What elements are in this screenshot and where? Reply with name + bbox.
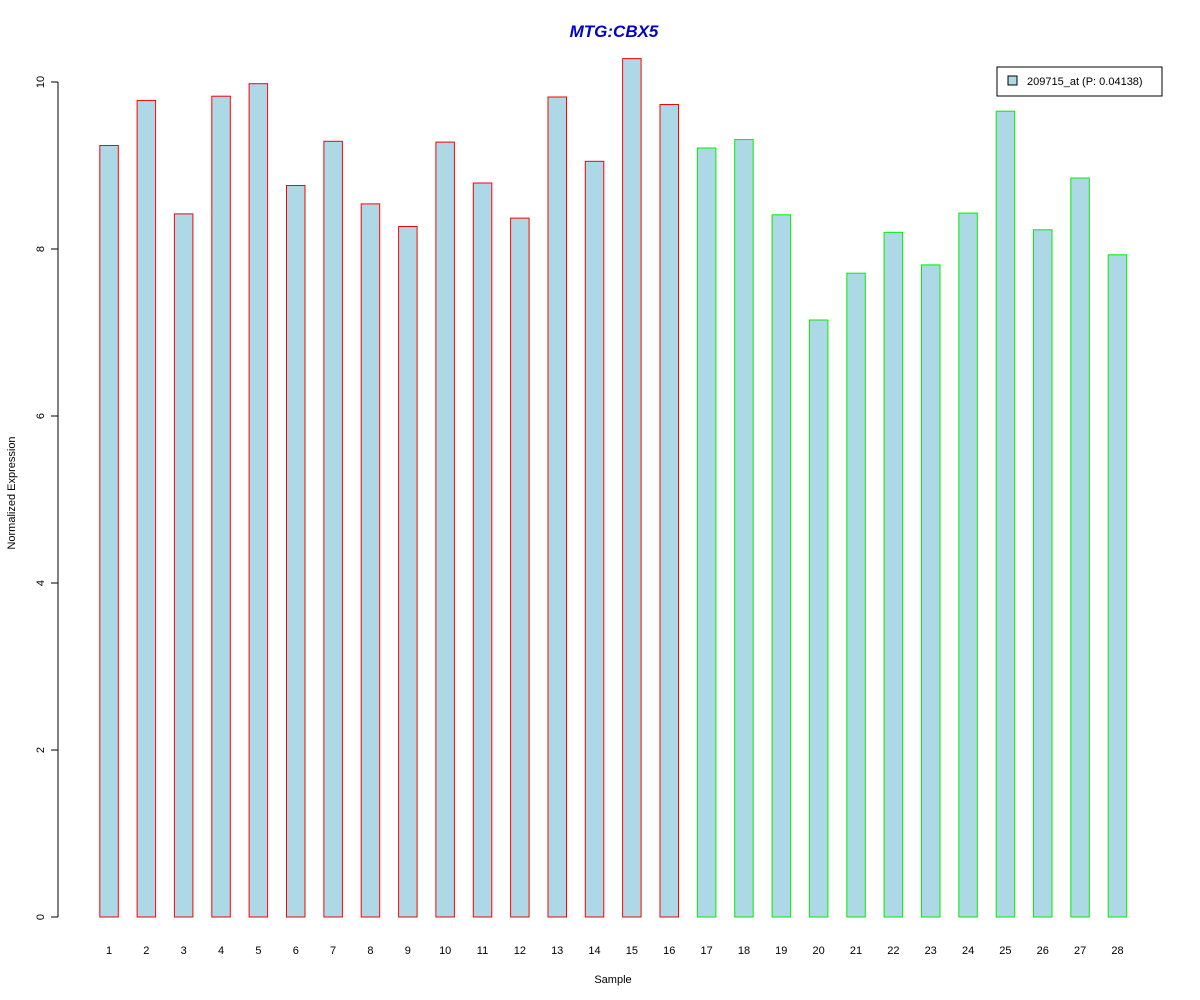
- x-tick-labels: 1 2 3 4 5 6 7 8 9 10 11 12 13 14 15 16 17 18 19 20 21 22 23 24 2…: [106, 945, 1124, 957]
- bar-sample-25: [995, 110, 1016, 918]
- bar-sample-12: [510, 217, 530, 918]
- bar-sample-5: [248, 83, 269, 918]
- x-tick-label: 7: [330, 945, 336, 957]
- x-tick-label: 4: [218, 945, 224, 957]
- x-tick-label: 1: [106, 945, 112, 957]
- bar-sample-22: [883, 231, 904, 918]
- bar-sample-10: [435, 141, 455, 918]
- y-tick-label: 2: [35, 747, 47, 753]
- bar-sample-11: [472, 182, 493, 918]
- legend-box: [996, 66, 1163, 97]
- y-axis-label: Normalized Expression: [6, 436, 18, 549]
- x-tick-label: 5: [255, 945, 261, 957]
- bar-sample-16: [659, 104, 679, 918]
- bar-sample-1: [99, 145, 119, 918]
- x-tick-label: 15: [626, 945, 638, 957]
- bar-sample-19: [771, 214, 792, 918]
- x-tick-label: 3: [181, 945, 187, 957]
- x-tick-label: 25: [999, 945, 1011, 957]
- legend-swatch: [1007, 75, 1018, 86]
- x-tick-label: 19: [775, 945, 787, 957]
- x-tick-label: 8: [367, 945, 373, 957]
- bar-sample-15: [622, 58, 642, 918]
- bar-sample-7: [323, 140, 343, 918]
- bar-sample-17: [696, 147, 717, 918]
- x-tick-label: 2: [143, 945, 149, 957]
- bar-sample-2: [136, 99, 157, 918]
- bar-sample-13: [547, 96, 567, 918]
- x-axis-label: Sample: [594, 974, 631, 986]
- x-tick-label: 9: [405, 945, 411, 957]
- bars-group: [99, 58, 1128, 918]
- y-tick-label: 8: [35, 246, 47, 252]
- x-tick-label: 6: [293, 945, 299, 957]
- x-tick-label: 22: [887, 945, 899, 957]
- x-tick-label: 21: [850, 945, 862, 957]
- bar-sample-24: [958, 212, 978, 918]
- x-tick-label: 24: [962, 945, 974, 957]
- y-tick-label: 10: [35, 76, 47, 88]
- bar-sample-6: [286, 185, 306, 918]
- bar-sample-21: [846, 272, 866, 918]
- bar-sample-14: [584, 160, 605, 918]
- bar-sample-26: [1033, 229, 1053, 918]
- bar-sample-28: [1107, 254, 1128, 918]
- bar-sample-4: [211, 95, 231, 918]
- x-tick-label: 23: [925, 945, 937, 957]
- legend: 209715_at (P: 0.04138): [996, 66, 1163, 97]
- x-tick-label: 11: [477, 945, 488, 957]
- bar-sample-3: [173, 213, 194, 918]
- bar-sample-8: [360, 203, 381, 918]
- x-tick-label: 14: [588, 945, 600, 957]
- x-tick-label: 26: [1037, 945, 1049, 957]
- legend-entry-label: 209715_at (P: 0.04138): [1027, 76, 1143, 88]
- x-tick-label: 10: [439, 945, 451, 957]
- bar-sample-23: [921, 264, 941, 918]
- bar-sample-18: [734, 139, 754, 918]
- x-tick-label: 12: [514, 945, 526, 957]
- bar-sample-20: [808, 319, 829, 918]
- bar-sample-27: [1070, 177, 1090, 918]
- y-tick-label: 4: [35, 580, 47, 586]
- x-tick-label: 16: [663, 945, 675, 957]
- bar-sample-9: [398, 226, 418, 918]
- x-tick-label: 27: [1074, 945, 1086, 957]
- y-tick-label: 0: [35, 914, 47, 920]
- y-tick-label: 6: [35, 413, 47, 419]
- x-tick-label: 20: [812, 945, 824, 957]
- chart-title: MTG:CBX5: [570, 22, 659, 41]
- x-tick-label: 17: [700, 945, 712, 957]
- x-tick-label: 18: [738, 945, 750, 957]
- x-tick-label: 13: [551, 945, 563, 957]
- y-axis: 0 2 4 6 8 10: [35, 76, 59, 920]
- x-tick-label: 28: [1111, 945, 1123, 957]
